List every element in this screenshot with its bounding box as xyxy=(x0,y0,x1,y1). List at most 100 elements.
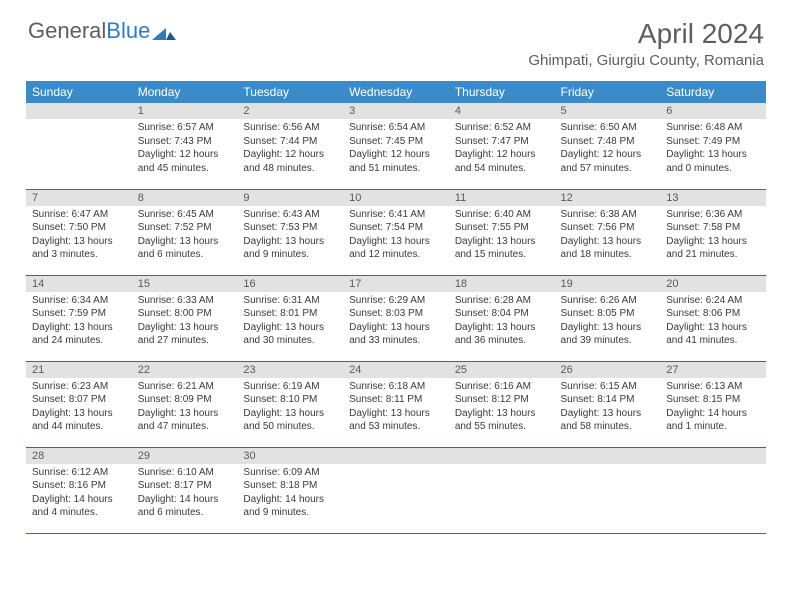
day-number: 4 xyxy=(449,103,555,119)
calendar-cell: 23Sunrise: 6:19 AMSunset: 8:10 PMDayligh… xyxy=(237,361,343,447)
day-details: Sunrise: 6:40 AMSunset: 7:55 PMDaylight:… xyxy=(449,206,555,266)
calendar-cell: 14Sunrise: 6:34 AMSunset: 7:59 PMDayligh… xyxy=(26,275,132,361)
day-details xyxy=(449,464,555,470)
calendar-cell: 22Sunrise: 6:21 AMSunset: 8:09 PMDayligh… xyxy=(132,361,238,447)
day-details: Sunrise: 6:33 AMSunset: 8:00 PMDaylight:… xyxy=(132,292,238,352)
day-number: 6 xyxy=(660,103,766,119)
calendar-cell: 5Sunrise: 6:50 AMSunset: 7:48 PMDaylight… xyxy=(555,103,661,189)
calendar-cell: 6Sunrise: 6:48 AMSunset: 7:49 PMDaylight… xyxy=(660,103,766,189)
calendar-cell: 17Sunrise: 6:29 AMSunset: 8:03 PMDayligh… xyxy=(343,275,449,361)
day-details: Sunrise: 6:38 AMSunset: 7:56 PMDaylight:… xyxy=(555,206,661,266)
day-number: 29 xyxy=(132,448,238,464)
calendar-cell: 28Sunrise: 6:12 AMSunset: 8:16 PMDayligh… xyxy=(26,447,132,533)
calendar-cell: 24Sunrise: 6:18 AMSunset: 8:11 PMDayligh… xyxy=(343,361,449,447)
day-number xyxy=(449,448,555,464)
weekday-header: Wednesday xyxy=(343,81,449,103)
day-number xyxy=(660,448,766,464)
day-details: Sunrise: 6:24 AMSunset: 8:06 PMDaylight:… xyxy=(660,292,766,352)
day-number: 2 xyxy=(237,103,343,119)
day-number xyxy=(26,103,132,119)
day-number: 14 xyxy=(26,276,132,292)
day-details: Sunrise: 6:16 AMSunset: 8:12 PMDaylight:… xyxy=(449,378,555,438)
day-details xyxy=(555,464,661,470)
day-number xyxy=(555,448,661,464)
day-number: 9 xyxy=(237,190,343,206)
calendar-cell: 11Sunrise: 6:40 AMSunset: 7:55 PMDayligh… xyxy=(449,189,555,275)
calendar-cell: 3Sunrise: 6:54 AMSunset: 7:45 PMDaylight… xyxy=(343,103,449,189)
day-number: 13 xyxy=(660,190,766,206)
day-details: Sunrise: 6:34 AMSunset: 7:59 PMDaylight:… xyxy=(26,292,132,352)
day-details: Sunrise: 6:09 AMSunset: 8:18 PMDaylight:… xyxy=(237,464,343,524)
day-details: Sunrise: 6:29 AMSunset: 8:03 PMDaylight:… xyxy=(343,292,449,352)
day-details: Sunrise: 6:15 AMSunset: 8:14 PMDaylight:… xyxy=(555,378,661,438)
calendar-cell: 13Sunrise: 6:36 AMSunset: 7:58 PMDayligh… xyxy=(660,189,766,275)
day-number: 30 xyxy=(237,448,343,464)
day-details xyxy=(26,119,132,125)
calendar-cell: 8Sunrise: 6:45 AMSunset: 7:52 PMDaylight… xyxy=(132,189,238,275)
day-details: Sunrise: 6:13 AMSunset: 8:15 PMDaylight:… xyxy=(660,378,766,438)
calendar-row: 7Sunrise: 6:47 AMSunset: 7:50 PMDaylight… xyxy=(26,189,766,275)
day-details: Sunrise: 6:26 AMSunset: 8:05 PMDaylight:… xyxy=(555,292,661,352)
day-details: Sunrise: 6:10 AMSunset: 8:17 PMDaylight:… xyxy=(132,464,238,524)
day-number: 26 xyxy=(555,362,661,378)
weekday-header: Friday xyxy=(555,81,661,103)
day-details: Sunrise: 6:50 AMSunset: 7:48 PMDaylight:… xyxy=(555,119,661,179)
day-details: Sunrise: 6:57 AMSunset: 7:43 PMDaylight:… xyxy=(132,119,238,179)
calendar-cell: 16Sunrise: 6:31 AMSunset: 8:01 PMDayligh… xyxy=(237,275,343,361)
logo: GeneralBlue xyxy=(28,18,176,44)
calendar-cell: 21Sunrise: 6:23 AMSunset: 8:07 PMDayligh… xyxy=(26,361,132,447)
calendar-row: 14Sunrise: 6:34 AMSunset: 7:59 PMDayligh… xyxy=(26,275,766,361)
calendar-cell xyxy=(660,447,766,533)
page-header: GeneralBlue April 2024 Ghimpati, Giurgiu… xyxy=(0,0,792,73)
day-details: Sunrise: 6:48 AMSunset: 7:49 PMDaylight:… xyxy=(660,119,766,179)
logo-text-2: Blue xyxy=(106,18,150,44)
calendar-cell: 20Sunrise: 6:24 AMSunset: 8:06 PMDayligh… xyxy=(660,275,766,361)
day-number: 10 xyxy=(343,190,449,206)
calendar-head: SundayMondayTuesdayWednesdayThursdayFrid… xyxy=(26,81,766,103)
calendar-cell: 4Sunrise: 6:52 AMSunset: 7:47 PMDaylight… xyxy=(449,103,555,189)
day-number: 23 xyxy=(237,362,343,378)
day-number: 17 xyxy=(343,276,449,292)
day-details: Sunrise: 6:12 AMSunset: 8:16 PMDaylight:… xyxy=(26,464,132,524)
calendar-cell: 25Sunrise: 6:16 AMSunset: 8:12 PMDayligh… xyxy=(449,361,555,447)
day-number: 25 xyxy=(449,362,555,378)
day-details: Sunrise: 6:45 AMSunset: 7:52 PMDaylight:… xyxy=(132,206,238,266)
calendar-cell: 1Sunrise: 6:57 AMSunset: 7:43 PMDaylight… xyxy=(132,103,238,189)
month-title: April 2024 xyxy=(528,18,764,50)
calendar-cell: 19Sunrise: 6:26 AMSunset: 8:05 PMDayligh… xyxy=(555,275,661,361)
calendar-cell: 26Sunrise: 6:15 AMSunset: 8:14 PMDayligh… xyxy=(555,361,661,447)
day-number: 21 xyxy=(26,362,132,378)
logo-text-1: General xyxy=(28,18,106,44)
calendar-cell: 7Sunrise: 6:47 AMSunset: 7:50 PMDaylight… xyxy=(26,189,132,275)
day-number: 27 xyxy=(660,362,766,378)
day-details: Sunrise: 6:21 AMSunset: 8:09 PMDaylight:… xyxy=(132,378,238,438)
day-details: Sunrise: 6:31 AMSunset: 8:01 PMDaylight:… xyxy=(237,292,343,352)
day-details: Sunrise: 6:18 AMSunset: 8:11 PMDaylight:… xyxy=(343,378,449,438)
calendar-cell: 30Sunrise: 6:09 AMSunset: 8:18 PMDayligh… xyxy=(237,447,343,533)
calendar-row: 21Sunrise: 6:23 AMSunset: 8:07 PMDayligh… xyxy=(26,361,766,447)
day-details: Sunrise: 6:23 AMSunset: 8:07 PMDaylight:… xyxy=(26,378,132,438)
day-number: 8 xyxy=(132,190,238,206)
calendar-cell: 9Sunrise: 6:43 AMSunset: 7:53 PMDaylight… xyxy=(237,189,343,275)
day-details: Sunrise: 6:41 AMSunset: 7:54 PMDaylight:… xyxy=(343,206,449,266)
calendar-cell: 10Sunrise: 6:41 AMSunset: 7:54 PMDayligh… xyxy=(343,189,449,275)
day-number: 5 xyxy=(555,103,661,119)
day-number xyxy=(343,448,449,464)
day-number: 19 xyxy=(555,276,661,292)
weekday-header: Thursday xyxy=(449,81,555,103)
calendar-cell: 12Sunrise: 6:38 AMSunset: 7:56 PMDayligh… xyxy=(555,189,661,275)
calendar-body: 1Sunrise: 6:57 AMSunset: 7:43 PMDaylight… xyxy=(26,103,766,533)
day-number: 22 xyxy=(132,362,238,378)
day-number: 1 xyxy=(132,103,238,119)
day-number: 16 xyxy=(237,276,343,292)
calendar-row: 28Sunrise: 6:12 AMSunset: 8:16 PMDayligh… xyxy=(26,447,766,533)
day-details: Sunrise: 6:54 AMSunset: 7:45 PMDaylight:… xyxy=(343,119,449,179)
day-number: 7 xyxy=(26,190,132,206)
day-details: Sunrise: 6:19 AMSunset: 8:10 PMDaylight:… xyxy=(237,378,343,438)
day-details xyxy=(660,464,766,470)
day-details xyxy=(343,464,449,470)
calendar-table: SundayMondayTuesdayWednesdayThursdayFrid… xyxy=(26,81,766,534)
logo-icon xyxy=(152,22,176,40)
calendar-cell: 15Sunrise: 6:33 AMSunset: 8:00 PMDayligh… xyxy=(132,275,238,361)
day-number: 18 xyxy=(449,276,555,292)
